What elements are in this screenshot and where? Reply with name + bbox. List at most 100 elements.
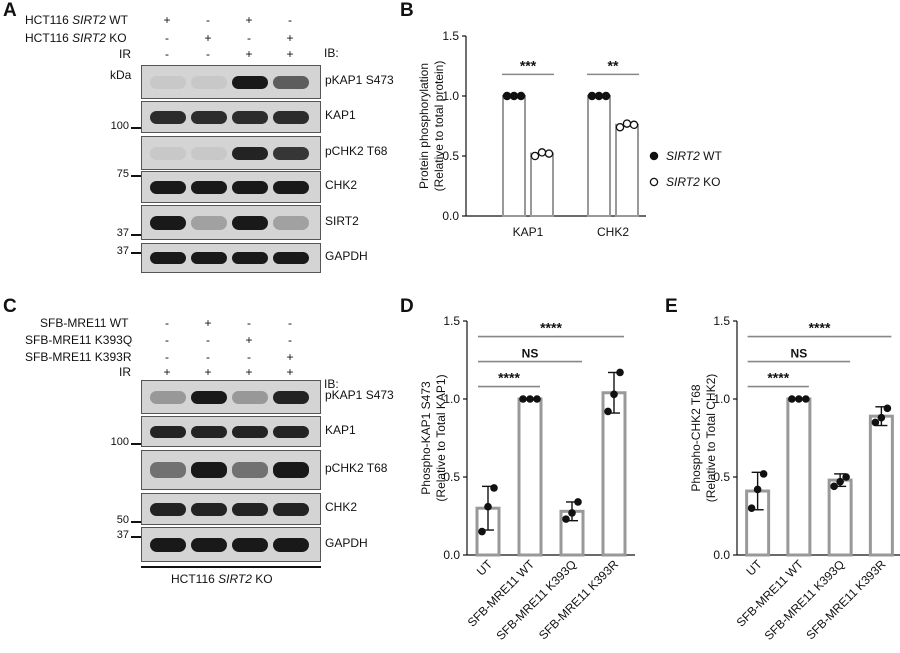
row-label-gene: SIRT2 (72, 13, 106, 27)
treatment-sign: + (245, 47, 253, 61)
row-label-ir: IR (119, 47, 131, 61)
blot-strip (141, 493, 321, 525)
blot-band (191, 426, 227, 438)
treatment-sign: - (165, 316, 169, 330)
marker-75-a: 75 (116, 168, 129, 180)
blot-strip (141, 450, 321, 490)
bar (502, 95, 526, 217)
treatment-sign: - (206, 350, 210, 364)
blot-band (191, 147, 227, 160)
bar (601, 391, 627, 557)
data-point (574, 498, 582, 506)
blot-band (150, 252, 186, 264)
row-label-sirt2-wt: HCT116 SIRT2 WT (25, 13, 128, 27)
treatment-sign: - (165, 47, 169, 61)
marker-tick (131, 521, 141, 523)
blot-band (191, 462, 227, 478)
treatment-sign: - (165, 350, 169, 364)
y-tick-label: 0.5 (713, 470, 730, 484)
data-point (871, 418, 880, 427)
marker-37-c: 37 (116, 529, 129, 541)
treatment-sign: - (206, 13, 210, 27)
blot-label: KAP1 (325, 108, 356, 122)
blot-band (232, 538, 268, 552)
bar (868, 414, 894, 557)
blot-band (273, 181, 309, 194)
data-point (802, 395, 810, 403)
treatment-sign: + (245, 333, 253, 347)
blot-strip (141, 136, 321, 170)
blot-label: pKAP1 S473 (325, 73, 394, 87)
blot-band (191, 503, 227, 516)
row-label-ir-c: IR (119, 365, 131, 379)
treatment-sign: - (206, 47, 210, 61)
panel-letter-e: E (665, 296, 678, 317)
row-label-sirt2-ko: HCT116 SIRT2 KO (25, 31, 127, 45)
panel-letter-d: D (400, 296, 414, 317)
blot-label: GAPDH (325, 535, 368, 550)
row-label-gene: SIRT2 (72, 31, 106, 45)
significance-label: NS (791, 347, 808, 361)
blot-band (232, 147, 268, 160)
blot-band (273, 538, 309, 552)
data-point (883, 404, 892, 413)
blot-label: GAPDH (325, 249, 368, 263)
bar (786, 397, 812, 557)
blot-band (150, 181, 186, 194)
significance-label: ** (608, 57, 619, 73)
data-point (484, 502, 492, 511)
data-point (795, 395, 803, 403)
treatment-sign: - (247, 350, 251, 364)
blot-band (191, 538, 227, 552)
y-tick-label: 1.5 (443, 314, 460, 328)
blot-label: pCHK2 T68 (325, 461, 388, 475)
treatment-sign: - (247, 316, 251, 330)
significance-label: **** (767, 370, 789, 386)
row-label-pre: HCT116 (25, 31, 73, 45)
blot-label: SIRT2 (325, 213, 359, 228)
legend-gene: SIRT2 (666, 175, 700, 189)
blot-band (191, 252, 227, 264)
data-point (537, 148, 547, 157)
blot-strip (141, 101, 321, 133)
blot-band (273, 391, 309, 404)
blot-band (150, 147, 186, 160)
data-point (615, 122, 625, 132)
row-label-pre: HCT116 (25, 13, 73, 27)
ib-label-a: IB: (324, 46, 339, 60)
data-point (610, 390, 618, 399)
blot-band (273, 76, 309, 89)
blot-band (191, 181, 227, 194)
x-tick-label: CHK2 (597, 225, 629, 239)
x-tick-label: UT (744, 557, 766, 579)
kda-label: kDa (110, 68, 132, 82)
row-label-mre11-k393q: SFB-MRE11 K393Q (25, 333, 133, 347)
data-point (788, 395, 796, 403)
y-tick-label: 1.5 (713, 314, 730, 328)
blot-label: pKAP1 S473 (325, 388, 394, 402)
data-point (530, 151, 540, 161)
blot-band (273, 503, 309, 516)
blot-band (273, 216, 309, 230)
y-tick-label: 1.0 (442, 89, 459, 103)
blot-band (273, 147, 309, 160)
marker-37-a: 37 (116, 227, 129, 239)
treatment-sign: + (163, 365, 171, 379)
treatment-sign: - (206, 333, 210, 347)
significance-label: NS (522, 347, 539, 361)
treatment-sign: + (286, 47, 294, 61)
treatment-sign: + (204, 365, 212, 379)
significance-label: **** (498, 370, 520, 386)
blot-strip (141, 527, 321, 562)
cell-line-underline (141, 566, 321, 568)
significance-label: *** (520, 57, 537, 73)
y-tick-label: 1.0 (713, 392, 730, 406)
blot-band (150, 391, 186, 404)
data-point (759, 470, 768, 478)
blot-band (232, 426, 268, 438)
blot-band (150, 76, 186, 89)
blot-band (273, 462, 309, 478)
marker-tick (131, 252, 141, 254)
blot-strip (141, 205, 321, 240)
row-label-post: KO (105, 31, 127, 45)
